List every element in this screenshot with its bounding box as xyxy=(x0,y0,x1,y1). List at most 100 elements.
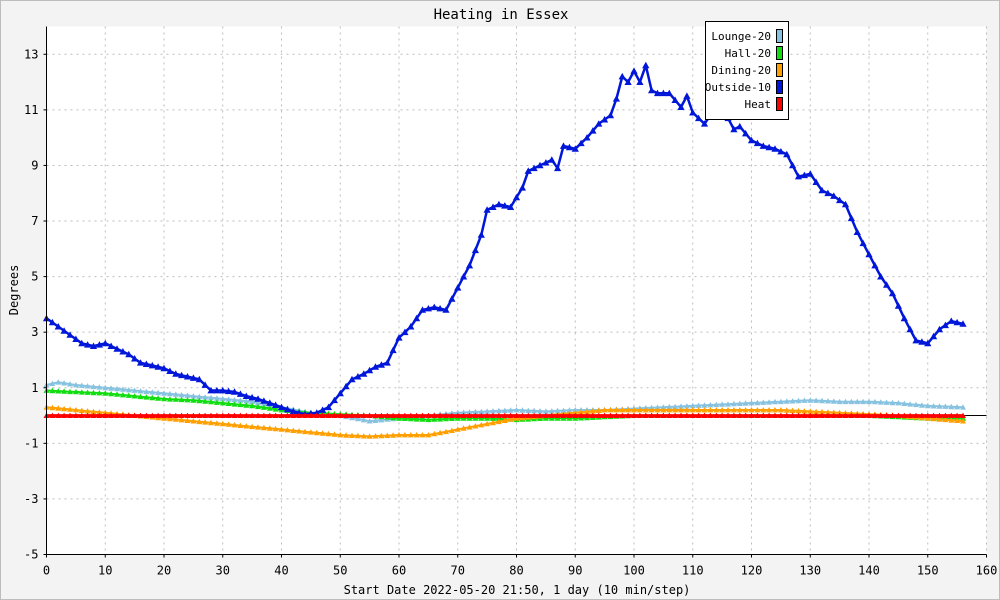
data-point xyxy=(854,398,861,405)
data-point xyxy=(836,412,843,418)
data-point xyxy=(824,412,831,418)
data-point xyxy=(202,412,209,418)
data-point xyxy=(695,412,702,418)
data-point xyxy=(319,406,327,413)
data-point xyxy=(777,398,784,405)
data-point xyxy=(454,426,461,432)
data-point xyxy=(55,412,62,418)
data-point xyxy=(219,412,226,418)
data-point xyxy=(818,186,826,194)
data-point xyxy=(96,409,103,415)
data-point xyxy=(390,432,397,438)
data-point xyxy=(67,381,73,387)
data-point xyxy=(701,412,708,418)
data-point xyxy=(325,412,332,418)
data-point xyxy=(678,403,684,409)
x-tick-label: 110 xyxy=(682,564,704,578)
data-point xyxy=(437,429,444,436)
data-point xyxy=(848,412,855,418)
data-point xyxy=(806,170,814,177)
data-point xyxy=(313,412,320,418)
data-point xyxy=(419,412,426,418)
data-point xyxy=(161,390,167,396)
data-point xyxy=(289,407,297,415)
data-point xyxy=(60,327,68,334)
data-point xyxy=(501,407,508,413)
data-point xyxy=(231,401,238,407)
data-point xyxy=(507,412,514,418)
data-point xyxy=(213,395,220,401)
data-point xyxy=(225,387,233,395)
data-point xyxy=(78,389,85,395)
data-point xyxy=(930,332,938,340)
data-point xyxy=(677,103,685,110)
data-point xyxy=(495,415,502,422)
data-point xyxy=(918,412,925,418)
data-point xyxy=(460,409,467,415)
data-point xyxy=(255,403,261,410)
data-point xyxy=(883,281,891,288)
data-point xyxy=(495,200,503,208)
data-point xyxy=(49,380,56,386)
data-point xyxy=(219,420,226,427)
data-point xyxy=(648,412,655,418)
data-point xyxy=(243,412,250,418)
data-point xyxy=(96,390,103,396)
data-point xyxy=(589,412,596,418)
data-point xyxy=(707,402,714,408)
data-point xyxy=(125,392,132,398)
data-point xyxy=(49,387,56,394)
data-point xyxy=(236,390,244,397)
x-tick-label: 160 xyxy=(976,564,998,578)
data-point xyxy=(425,432,432,438)
data-point xyxy=(536,161,544,169)
tick-layer: 0 10 20 30 40 50 60 70 80 90 100 110 120 130 140 150 160… xyxy=(24,47,997,577)
data-point xyxy=(466,412,473,418)
data-point xyxy=(354,373,362,380)
data-point xyxy=(484,420,491,427)
data-point xyxy=(742,407,749,413)
data-point xyxy=(401,328,409,336)
data-point xyxy=(930,415,937,422)
data-point xyxy=(924,412,931,418)
data-point xyxy=(184,397,191,403)
data-point xyxy=(137,412,144,418)
data-point xyxy=(166,367,174,374)
data-point xyxy=(178,412,185,418)
data-point xyxy=(125,387,132,393)
data-point xyxy=(377,361,385,368)
data-point xyxy=(378,417,385,423)
data-point xyxy=(625,407,632,413)
data-point xyxy=(518,184,526,191)
data-point xyxy=(114,391,120,397)
data-point xyxy=(484,408,491,414)
data-point xyxy=(725,401,731,407)
data-point xyxy=(219,386,227,394)
data-point xyxy=(108,412,115,418)
data-point xyxy=(119,386,126,392)
data-point xyxy=(61,412,68,418)
data-point xyxy=(454,284,462,291)
data-point xyxy=(390,412,397,418)
data-point xyxy=(102,412,109,418)
data-point xyxy=(348,375,356,383)
data-point xyxy=(178,371,186,379)
data-point xyxy=(272,412,279,418)
data-point xyxy=(725,407,731,413)
data-point xyxy=(254,395,262,402)
data-point xyxy=(772,407,778,413)
data-point xyxy=(108,390,115,397)
data-point xyxy=(401,412,408,418)
data-point xyxy=(830,409,837,415)
data-point xyxy=(566,407,573,413)
data-point xyxy=(184,417,191,423)
data-point xyxy=(606,111,615,119)
data-point xyxy=(155,395,162,401)
data-point xyxy=(736,400,743,406)
data-point xyxy=(143,394,150,400)
data-point xyxy=(701,407,708,413)
data-point xyxy=(407,432,414,438)
data-point xyxy=(436,305,444,312)
data-point xyxy=(783,412,790,418)
data-point xyxy=(913,401,919,408)
